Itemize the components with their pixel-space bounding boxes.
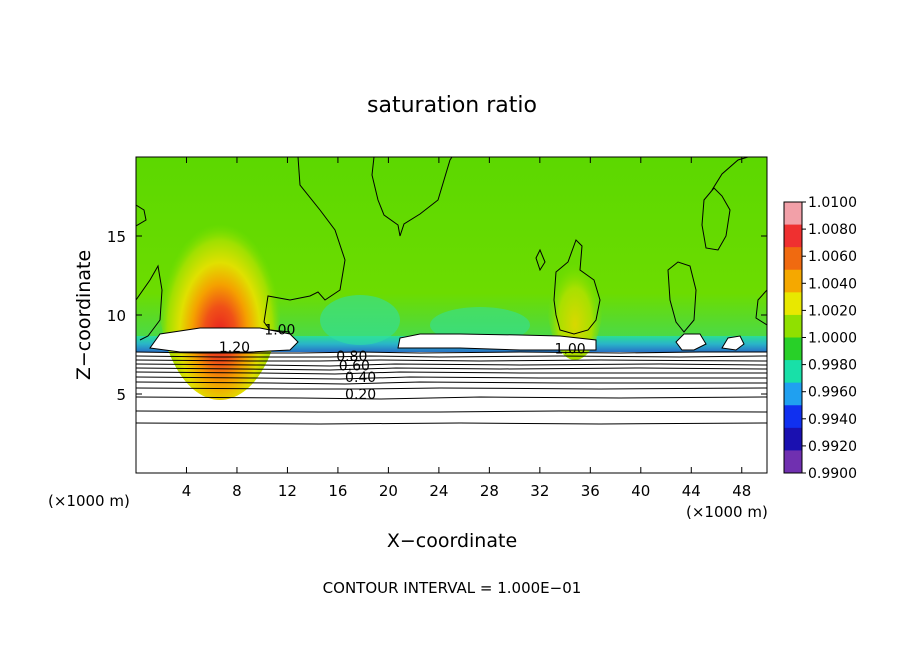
x-tick-label: 12: [278, 482, 297, 500]
x-tick-label: 32: [530, 482, 549, 500]
contour-label: 0.20: [345, 387, 376, 403]
contour-unity-left-lobe: [136, 264, 163, 341]
contour-unity-right-3: [701, 187, 731, 251]
colorbar-swatch: [784, 202, 802, 226]
contour-unity-top-mid: [371, 157, 453, 237]
colorbar-swatch: [784, 405, 802, 429]
y-tick-label: 10: [107, 307, 126, 325]
colorbar-label: 1.0060: [808, 249, 857, 265]
contour-label: 0.80: [336, 349, 367, 365]
colorbar-swatch: [784, 450, 802, 474]
field-hotspot: [158, 180, 282, 400]
colorbar-label: 1.0080: [808, 222, 857, 238]
contour-unity-small-2: [675, 333, 707, 351]
colorbar-swatch: [784, 314, 802, 338]
contour-unity-top-left: [263, 157, 346, 333]
contour-interval-note: CONTOUR INTERVAL = 1.000E−01: [323, 579, 582, 597]
contour-unity-left-edge: [136, 204, 147, 227]
x-tick-label: 20: [379, 482, 398, 500]
colorbar-label: 0.9960: [808, 385, 857, 401]
colorbar-swatch: [784, 382, 802, 406]
colorbar-label: 0.9900: [808, 466, 857, 482]
y-tick-label: 15: [107, 228, 126, 246]
x-tick-label: 44: [682, 482, 701, 500]
colorbar-label: 0.9940: [808, 412, 857, 428]
contour-label: 0.60: [339, 359, 370, 375]
colorbar-swatch: [784, 269, 802, 293]
x-tick-label: 28: [480, 482, 499, 500]
colorbar-label: 0.9980: [808, 358, 857, 374]
x-tick-label: 40: [631, 482, 650, 500]
contour-label: 1.20: [219, 340, 250, 356]
colorbar-swatch: [784, 292, 802, 316]
contour-label: 1.00: [264, 322, 295, 338]
colorbar-label: 1.0100: [808, 195, 857, 211]
x-unit-left: (×1000 m): [48, 492, 130, 510]
contour-unity-small: [535, 248, 546, 272]
chart-title: saturation ratio: [367, 93, 537, 118]
x-tick-label: 24: [429, 482, 448, 500]
contour-unity-right-edge: [755, 289, 767, 326]
colorbar-label: 1.0000: [808, 331, 857, 347]
x-unit-right: (×1000 m): [686, 503, 768, 521]
field-cyan-patch: [320, 295, 400, 345]
colorbar-swatch: [784, 224, 802, 248]
x-tick-label: 4: [182, 482, 192, 500]
plot-area: [136, 157, 767, 473]
x-tick-label: 8: [232, 482, 242, 500]
contour-label: 0.40: [345, 370, 376, 386]
colorbar-swatch: [784, 337, 802, 361]
colorbar-swatch: [784, 360, 802, 384]
x-axis-ticks: 4 8 12 16 20 24 28 32 36 40 44 48: [182, 157, 751, 500]
contour-label: 1.00: [555, 341, 586, 357]
contour-unity-right-4: [711, 157, 749, 191]
y-axis-ticks: 5 10 15: [107, 228, 767, 404]
colorbar-label: 1.0040: [808, 276, 857, 292]
stratified-contours: [136, 351, 767, 425]
colorbar-swatch: [784, 427, 802, 451]
colorbar-swatch: [784, 247, 802, 271]
contour-unity-right-2: [667, 261, 697, 333]
contour-labels: 0.200.400.600.80 1.20 1.00 1.00: [219, 322, 586, 403]
x-tick-label: 48: [732, 482, 751, 500]
contour-unity-right-1: [553, 239, 601, 335]
cloud-region-left: [149, 327, 299, 353]
colorbar: 1.0100 1.0080 1.0060 1.0040 1.0020 1.0000 0.99…: [783, 195, 857, 482]
cloud-region-mid: [397, 333, 597, 351]
y-tick-label: 5: [116, 386, 126, 404]
x-tick-label: 16: [328, 482, 347, 500]
colorbar-label: 1.0020: [808, 303, 857, 319]
cloud-region-right: [721, 335, 745, 351]
x-tick-label: 36: [581, 482, 600, 500]
y-axis-label: Z−coordinate: [73, 250, 95, 380]
x-axis-label: X−coordinate: [387, 530, 517, 552]
colorbar-label: 0.9920: [808, 439, 857, 455]
